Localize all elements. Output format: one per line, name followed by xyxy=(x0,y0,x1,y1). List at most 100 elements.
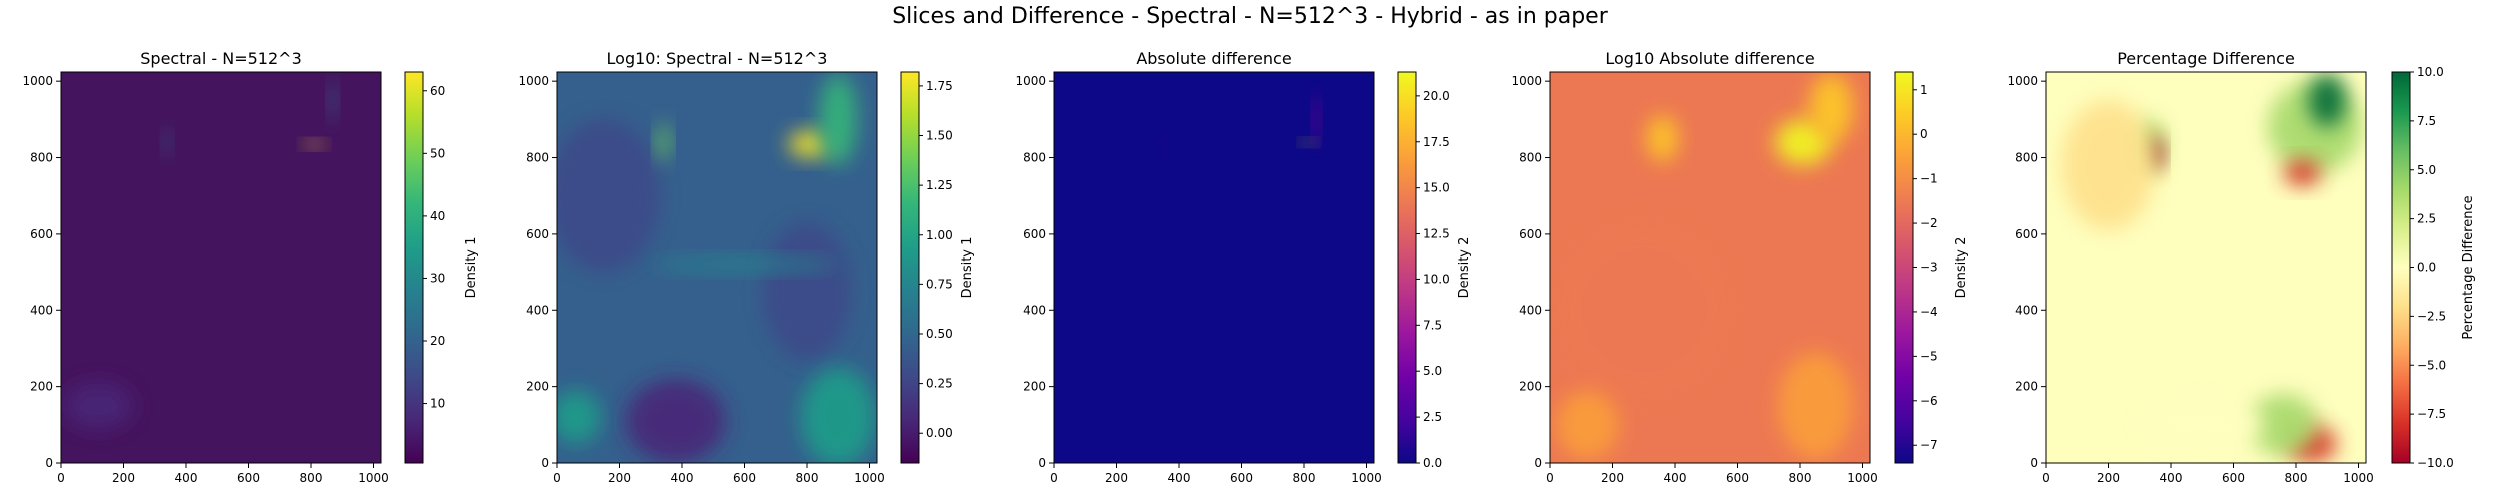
colorbar-tick-label: −5.0 xyxy=(2417,358,2446,372)
x-tick-label: 800 xyxy=(796,471,819,485)
colorbar-tick-label: −6 xyxy=(1920,394,1938,408)
colorbar-tick-label: 0.50 xyxy=(926,327,953,341)
y-tick-label: 400 xyxy=(2015,303,2038,317)
y-tick-label: 0 xyxy=(1038,456,1046,470)
colorbar xyxy=(404,71,424,464)
heatmap-background xyxy=(1054,72,1374,463)
y-tick-label: 800 xyxy=(2015,151,2038,165)
heatmap-feature xyxy=(1556,222,1732,399)
colorbar-tick-label: 0.25 xyxy=(926,377,953,391)
colorbar-tick-label: −1 xyxy=(1920,172,1938,186)
heatmap-feature xyxy=(557,119,661,273)
y-tick-label: 800 xyxy=(1519,151,1542,165)
colorbar-tick-label: −10.0 xyxy=(2417,456,2454,470)
panel-2: Log10: Spectral - N=512^3 0 200 400 600 800 10… xyxy=(518,49,975,485)
x-tick-label: 800 xyxy=(1293,471,1316,485)
x-tick-label: 800 xyxy=(1789,471,1812,485)
heatmap-feature xyxy=(650,256,839,273)
plot-frame xyxy=(1053,71,1375,464)
heatmap-feature xyxy=(1778,352,1854,460)
y-tick-label: 600 xyxy=(526,227,549,241)
panel-title: Absolute difference xyxy=(1136,49,1291,68)
colorbar xyxy=(1894,71,1914,464)
x-tick-label: 400 xyxy=(1664,471,1687,485)
y-tick-label: 200 xyxy=(30,380,53,394)
y-tick-label: 1000 xyxy=(2007,74,2038,88)
colorbar-tick-label: 20 xyxy=(430,334,445,348)
y-tick-label: 1000 xyxy=(518,74,549,88)
colorbar-tick-label: 20.0 xyxy=(1423,89,1450,103)
y-tick-label: 200 xyxy=(1023,380,1046,394)
colorbar-tick-label: 1.00 xyxy=(926,228,953,242)
colorbar-tick-label: 5.0 xyxy=(1423,364,1442,378)
panel-3: Absolute difference 0 200 400 600 800 1000 0 200… xyxy=(1015,49,1472,485)
x-tick-label: 600 xyxy=(237,471,260,485)
heatmap-feature xyxy=(163,130,171,154)
colorbar-tick-label: −2.5 xyxy=(2417,309,2446,323)
heatmap-feature xyxy=(2061,100,2156,231)
y-tick-label: 200 xyxy=(1519,380,1542,394)
y-tick-label: 0 xyxy=(541,456,549,470)
colorbar-label: Density 2 xyxy=(1457,237,1472,299)
y-tick-label: 400 xyxy=(1519,303,1542,317)
colorbar-tick-label: 40 xyxy=(430,209,445,223)
colorbar-tick-label: 60 xyxy=(430,84,445,98)
heatmap xyxy=(1550,72,1870,463)
panel-5: Percentage Difference 0 200 400 600 800 1000 0 2… xyxy=(2007,49,2476,485)
heatmap-feature xyxy=(557,390,601,444)
y-tick-label: 1000 xyxy=(1511,74,1542,88)
x-tick-label: 1000 xyxy=(1847,471,1878,485)
colorbar-label: Density 1 xyxy=(464,237,479,299)
colorbar-tick-label: 12.5 xyxy=(1423,227,1450,241)
colorbar-tick-label: 7.5 xyxy=(2417,114,2436,128)
colorbar-tick-label: 30 xyxy=(430,271,445,285)
x-tick-label: 600 xyxy=(733,471,756,485)
colorbar-tick-label: 10.0 xyxy=(2417,65,2444,79)
x-tick-label: 0 xyxy=(2042,471,2050,485)
y-tick-label: 1000 xyxy=(1015,74,1046,88)
panel-1: Spectral - N=512^3 0 200 400 600 800 1000 0 200 4… xyxy=(22,49,479,485)
colorbar-tick-label: 1 xyxy=(1920,83,1928,97)
y-tick-label: 1000 xyxy=(22,74,53,88)
x-tick-label: 1000 xyxy=(358,471,389,485)
x-tick-label: 200 xyxy=(608,471,631,485)
colorbar-label: Percentage Difference xyxy=(2461,195,2476,339)
x-tick-label: 0 xyxy=(1546,471,1554,485)
x-tick-label: 400 xyxy=(671,471,694,485)
colorbar-tick-label: 0.00 xyxy=(926,426,953,440)
x-tick-label: 1000 xyxy=(2343,471,2374,485)
y-tick-label: 800 xyxy=(1023,151,1046,165)
heatmap-feature xyxy=(800,367,876,463)
colorbar xyxy=(2391,71,2411,464)
colorbar-tick-label: 0 xyxy=(1920,127,1928,141)
heatmap-feature xyxy=(1302,139,1315,146)
colorbar-tick-label: 0.75 xyxy=(926,277,953,291)
colorbar-tick-label: 2.5 xyxy=(1423,410,1442,424)
x-tick-label: 200 xyxy=(2097,471,2120,485)
colorbar-tick-label: 5.0 xyxy=(2417,163,2436,177)
colorbar-tick-label: −5 xyxy=(1920,349,1938,363)
y-tick-label: 600 xyxy=(1519,227,1542,241)
y-tick-label: 600 xyxy=(2015,227,2038,241)
heatmap-feature xyxy=(625,378,726,463)
colorbar-tick-label: −4 xyxy=(1920,305,1938,319)
colorbar-tick-label: 1.25 xyxy=(926,178,953,192)
x-tick-label: 400 xyxy=(175,471,198,485)
colorbar-tick-label: 0.0 xyxy=(2417,261,2436,275)
x-tick-label: 200 xyxy=(1601,471,1624,485)
figure-title: Slices and Difference - Spectral - N=512… xyxy=(892,4,1608,29)
heatmap-feature xyxy=(2283,159,2321,187)
heatmap-feature xyxy=(64,382,133,429)
panel-title: Log10: Spectral - N=512^3 xyxy=(607,49,828,68)
y-tick-label: 400 xyxy=(30,303,53,317)
x-tick-label: 1000 xyxy=(854,471,885,485)
panel-title: Percentage Difference xyxy=(2117,49,2295,68)
y-tick-label: 400 xyxy=(1023,303,1046,317)
plot-frame xyxy=(60,71,382,464)
x-tick-label: 600 xyxy=(1726,471,1749,485)
heatmap xyxy=(2046,72,2366,463)
colorbar-tick-label: −7.5 xyxy=(2417,407,2446,421)
colorbar-tick-label: −7 xyxy=(1920,438,1938,452)
